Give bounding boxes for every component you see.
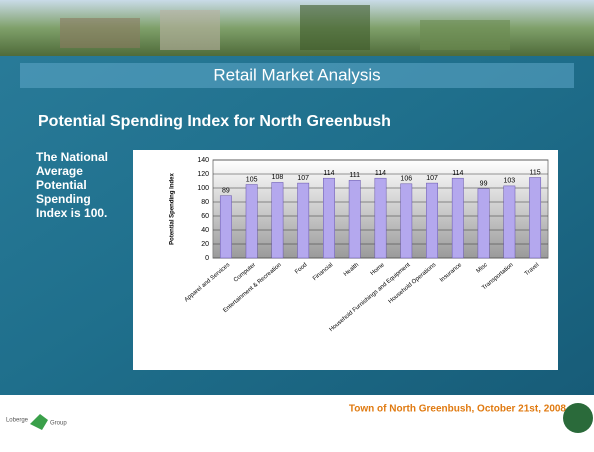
bar [348, 180, 361, 259]
bar [426, 182, 438, 259]
value-label: 103 [504, 178, 516, 185]
bar [323, 177, 335, 259]
footer-bar [0, 395, 594, 447]
value-label: 107 [426, 175, 438, 182]
value-label: 114 [375, 170, 386, 177]
note-box: The National Average Potential Spending … [36, 150, 109, 220]
value-label: 111 [349, 172, 360, 179]
y-tick-label: 0 [205, 255, 209, 262]
chart: 0 20 40 60 80 100 120 140 Potential Spending Ind… [170, 157, 549, 333]
value-label: 107 [297, 175, 309, 182]
y-tick-label: 80 [201, 199, 209, 206]
bar [529, 177, 542, 259]
y-tick-label: 100 [197, 185, 209, 192]
value-label: 114 [452, 170, 463, 177]
y-tick-label: 120 [197, 171, 209, 178]
value-label: 106 [400, 176, 412, 183]
heading: Potential Spending Index for North Green… [38, 113, 391, 130]
bar [503, 185, 516, 259]
bar [271, 182, 284, 259]
y-axis-label: Potential Spending Index [170, 173, 176, 245]
y-tick-label: 20 [201, 241, 209, 248]
bar [374, 177, 387, 259]
seal [563, 403, 593, 433]
y-tick-label: 40 [201, 227, 209, 234]
bar [219, 195, 232, 259]
value-label: 115 [530, 169, 541, 176]
note: The National Average Potential Spending … [36, 150, 109, 220]
photo-banner [0, 0, 594, 56]
value-label: 108 [272, 174, 284, 181]
bar [297, 182, 310, 259]
logo-text: Loberge [6, 418, 29, 424]
y-tick-label: 140 [197, 157, 209, 164]
logo-icon [30, 414, 48, 430]
footer-text: Town of North Greenbush, October 21st, 2… [349, 404, 567, 415]
bar [451, 177, 464, 259]
value-label: 114 [323, 170, 334, 177]
value-label: 89 [222, 188, 230, 195]
bar [477, 188, 490, 259]
value-label: 105 [246, 176, 258, 183]
bar [400, 183, 413, 259]
value-label: 99 [480, 181, 488, 188]
title-bar [20, 63, 574, 88]
y-tick-label: 60 [201, 213, 209, 220]
slide-title: Retail Market Analysis [213, 65, 380, 84]
logo-text: Group [50, 421, 67, 427]
bar [245, 184, 258, 259]
